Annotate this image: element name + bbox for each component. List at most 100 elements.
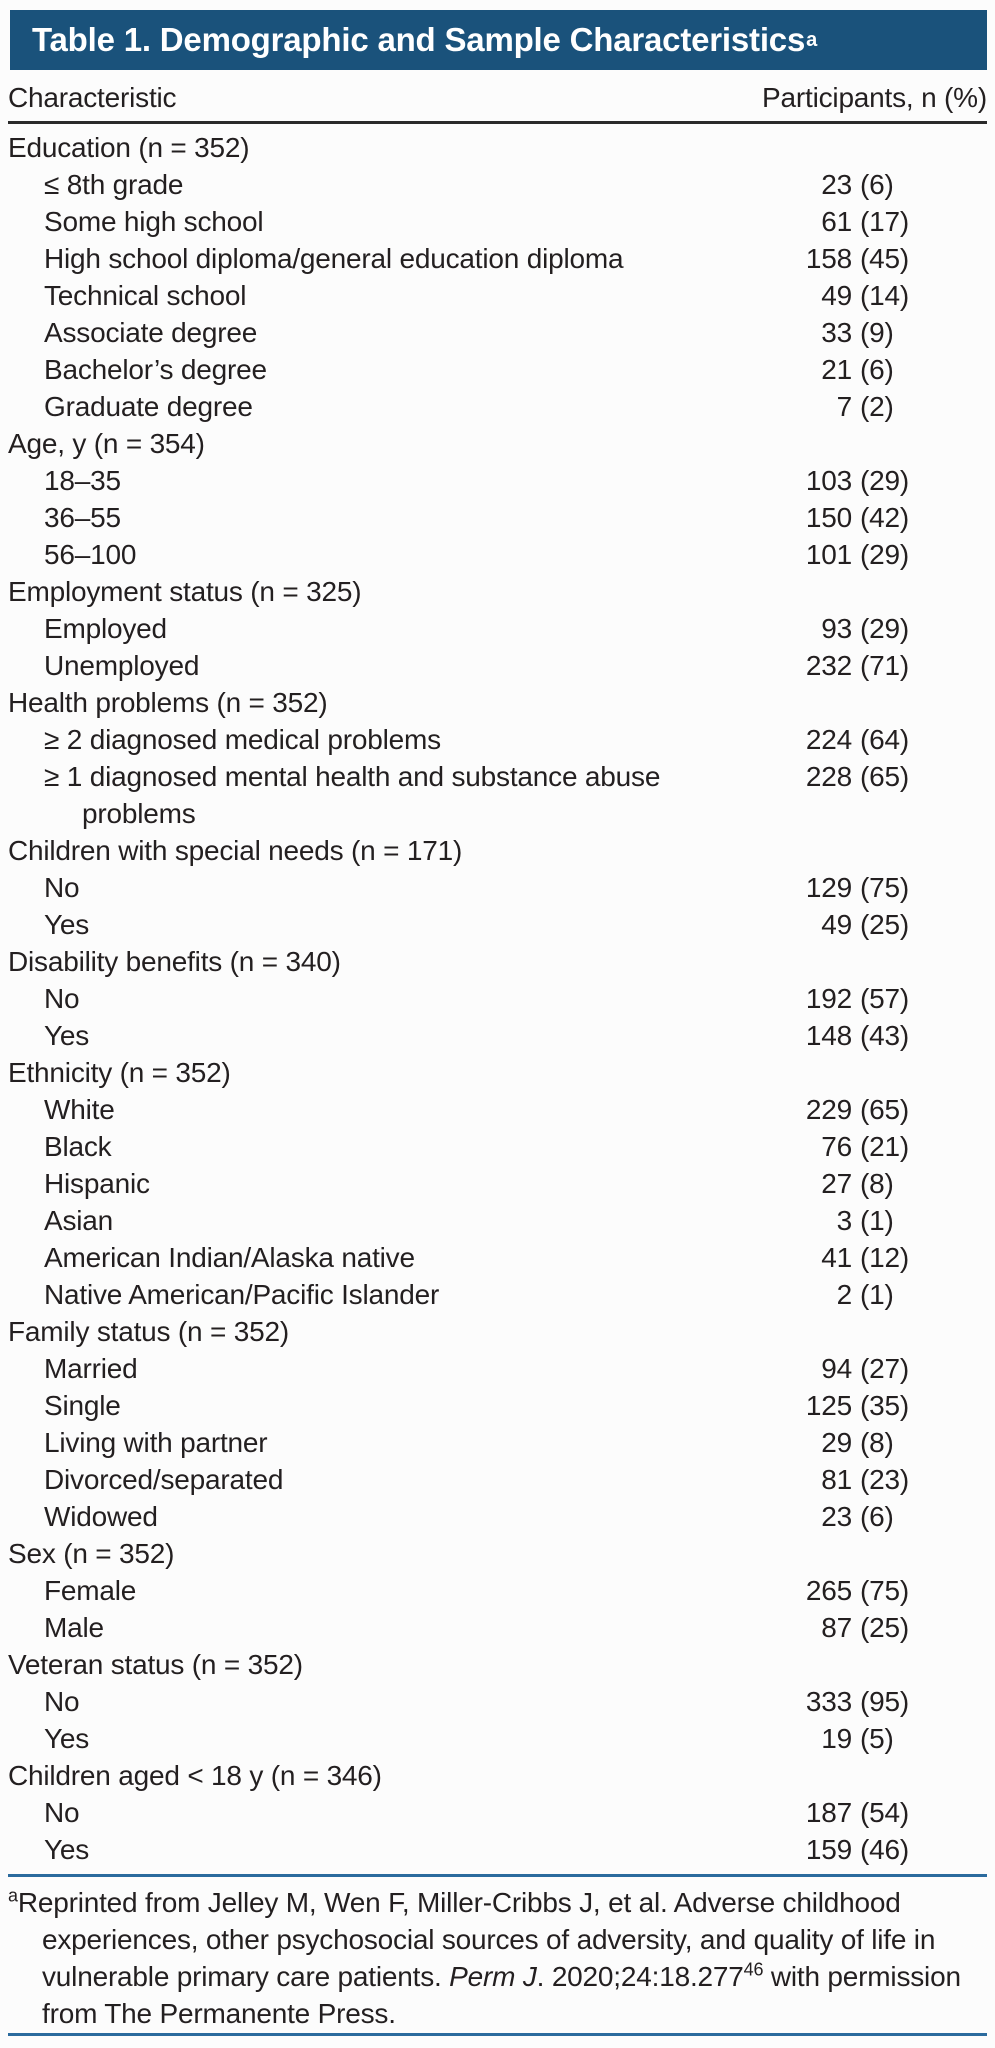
row-value: 2 (1) <box>719 1276 940 1313</box>
table-row: Sex (n = 352) <box>8 1535 987 1572</box>
row-label: 56–100 <box>44 539 137 570</box>
row-count: 19 <box>821 1723 852 1754</box>
row-count: 29 <box>821 1427 852 1458</box>
row-count: 49 <box>821 280 852 311</box>
row-label: ≥ 1 diagnosed mental health and substanc… <box>8 758 719 832</box>
row-count: 228 <box>805 761 852 792</box>
row-count: 41 <box>821 1242 852 1273</box>
row-label: Age, y (n = 354) <box>8 428 205 459</box>
row-value: 49 (14) <box>719 277 940 314</box>
row-value: 49 (25) <box>719 906 940 943</box>
row-percent: (71) <box>860 650 909 681</box>
table-row: Married 94 (27) <box>8 1350 987 1387</box>
table-row: Associate degree 33 (9) <box>8 314 987 351</box>
table-row: Age, y (n = 354) <box>8 425 987 462</box>
row-label: Associate degree <box>44 317 258 348</box>
row-percent: (23) <box>860 1464 909 1495</box>
row-percent: (43) <box>860 1020 909 1051</box>
row-percent: (65) <box>860 761 909 792</box>
row-count: 61 <box>821 206 852 237</box>
row-label: Employment status (n = 325) <box>8 576 362 607</box>
row-value: 27 (8) <box>719 1165 940 1202</box>
row-label: Sex (n = 352) <box>8 1538 175 1569</box>
row-value: 7 (2) <box>719 388 940 425</box>
column-header-characteristic: Characteristic <box>8 82 177 113</box>
row-label: Living with partner <box>44 1427 268 1458</box>
row-value: 81 (23) <box>719 1461 940 1498</box>
table-row: Health problems (n = 352) <box>8 684 987 721</box>
row-percent: (54) <box>860 1797 909 1828</box>
table-row: Family status (n = 352) <box>8 1313 987 1350</box>
table-row: Female 265 (75) <box>8 1572 987 1609</box>
table-row: Widowed 23 (6) <box>8 1498 987 1535</box>
row-percent: (57) <box>860 983 909 1014</box>
row-label: Divorced/separated <box>44 1464 284 1495</box>
row-label: Ethnicity (n = 352) <box>8 1057 231 1088</box>
row-count: 7 <box>836 391 853 422</box>
row-count: 101 <box>805 539 852 570</box>
table-row: Native American/Pacific Islander 2 (1) <box>8 1276 987 1313</box>
row-value: 228 (65) <box>719 758 940 795</box>
row-value: 229 (65) <box>719 1091 940 1128</box>
row-label: Yes <box>44 1020 90 1051</box>
table-row: No 129 (75) <box>8 869 987 906</box>
row-count: 150 <box>805 502 852 533</box>
row-percent: (8) <box>860 1427 894 1458</box>
row-value: 33 (9) <box>719 314 940 351</box>
row-label: Yes <box>44 1723 90 1754</box>
row-percent: (9) <box>860 317 894 348</box>
footnote-segment: Perm J <box>449 1961 537 1992</box>
row-label: White <box>44 1094 115 1125</box>
table-body: Education (n = 352) ≤ 8th grade 23 (6) S… <box>8 129 987 1868</box>
row-percent: (75) <box>860 1575 909 1606</box>
row-percent: (6) <box>860 354 894 385</box>
row-percent: (21) <box>860 1131 909 1162</box>
row-value: 129 (75) <box>719 869 940 906</box>
row-percent: (1) <box>860 1279 894 1310</box>
row-label: No <box>44 983 80 1014</box>
row-percent: (14) <box>860 280 909 311</box>
row-percent: (27) <box>860 1353 909 1384</box>
row-label: Children aged < 18 y (n = 346) <box>8 1760 382 1791</box>
row-label: 36–55 <box>44 502 121 533</box>
row-label: Disability benefits (n = 340) <box>8 946 341 977</box>
row-label: No <box>44 872 80 903</box>
footnote-segment: 46 <box>743 1959 764 1980</box>
row-value: 148 (43) <box>719 1017 940 1054</box>
row-count: 129 <box>805 872 852 903</box>
row-value: 93 (29) <box>719 610 940 647</box>
row-value: 125 (35) <box>719 1387 940 1424</box>
row-count: 158 <box>805 243 852 274</box>
row-count: 21 <box>821 354 852 385</box>
footnote-bottom-rule <box>8 2033 987 2036</box>
table-row: Employment status (n = 325) <box>8 573 987 610</box>
row-percent: (12) <box>860 1242 909 1273</box>
table-row: Asian 3 (1) <box>8 1202 987 1239</box>
row-value: 3 (1) <box>719 1202 940 1239</box>
row-label: Widowed <box>44 1501 158 1532</box>
row-label: No <box>44 1686 80 1717</box>
row-percent: (95) <box>860 1686 909 1717</box>
row-label: Bachelor’s degree <box>44 354 267 385</box>
row-count: 81 <box>821 1464 852 1495</box>
row-percent: (6) <box>860 169 894 200</box>
table-row: Black 76 (21) <box>8 1128 987 1165</box>
header-rule <box>8 121 987 124</box>
row-count: 333 <box>805 1686 852 1717</box>
row-label: Family status (n = 352) <box>8 1316 289 1347</box>
table-row: No 187 (54) <box>8 1794 987 1831</box>
row-value: 21 (6) <box>719 351 940 388</box>
row-count: 23 <box>821 1501 852 1532</box>
table-row: Divorced/separated 81 (23) <box>8 1461 987 1498</box>
row-value: 192 (57) <box>719 980 940 1017</box>
row-value: 103 (29) <box>719 462 940 499</box>
row-label: Unemployed <box>44 650 200 681</box>
table-row: High school diploma/general education di… <box>8 240 987 277</box>
row-value: 333 (95) <box>719 1683 940 1720</box>
row-percent: (25) <box>860 909 909 940</box>
row-value: 23 (6) <box>719 166 940 203</box>
row-count: 232 <box>805 650 852 681</box>
row-count: 94 <box>821 1353 852 1384</box>
table-row: Children with special needs (n = 171) <box>8 832 987 869</box>
row-count: 93 <box>821 613 852 644</box>
